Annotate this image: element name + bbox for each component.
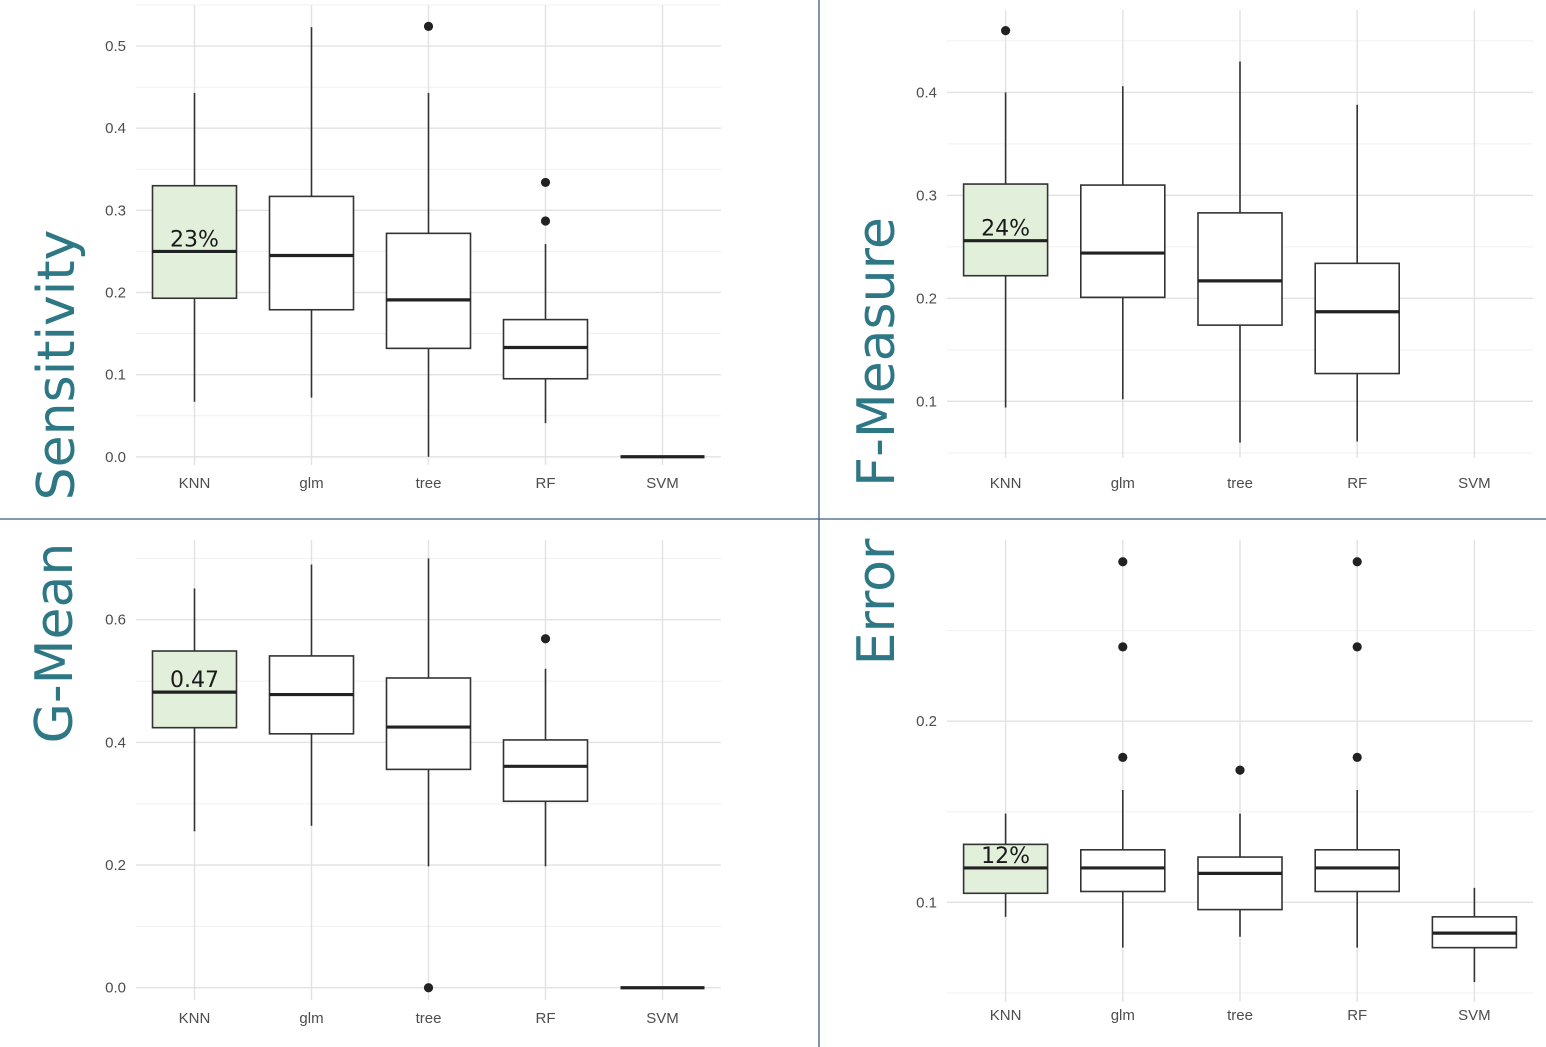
outlier-point — [1118, 752, 1128, 763]
box-rf — [502, 177, 589, 424]
y-tick-label: 0.0 — [105, 449, 126, 466]
box-knn — [151, 92, 238, 402]
x-tick-label-rf: RF — [1347, 475, 1367, 492]
outlier-point — [1352, 557, 1362, 567]
x-tick-label-glm: glm — [299, 1010, 323, 1027]
panel-ylabel-g-mean: G-Mean — [25, 543, 85, 744]
box-tree — [1197, 765, 1283, 937]
box-knn — [962, 25, 1049, 408]
interquartile-box — [151, 650, 238, 729]
interquartile-box — [502, 318, 589, 380]
y-tick-label: 0.2 — [916, 713, 937, 730]
outlier-point — [540, 216, 551, 226]
x-tick-label-svm: SVM — [646, 1010, 679, 1027]
y-tick-label: 0.1 — [916, 894, 937, 911]
x-tick-label-knn: KNN — [179, 475, 211, 492]
box-svm — [1431, 887, 1518, 983]
y-tick-label: 0.2 — [916, 290, 937, 307]
x-tick-label-tree: tree — [1227, 1007, 1253, 1024]
interquartile-box — [1197, 212, 1283, 326]
box-glm — [268, 564, 355, 826]
sensitivity-panel: 0.0 0.1 0.2 0.3 0.4 0.5 KNN glm tree RF SVM 23% — [105, 4, 721, 492]
interquartile-box — [1314, 262, 1400, 375]
panel-ylabel-error: Error — [847, 538, 907, 665]
x-tick-label-rf: RF — [536, 1010, 556, 1027]
x-tick-label-knn: KNN — [179, 1010, 211, 1027]
x-tick-label-glm: glm — [299, 475, 323, 492]
y-tick-label: 0.4 — [105, 734, 126, 751]
box-tree — [385, 21, 472, 457]
y-tick-label: 0.2 — [105, 285, 126, 302]
outlier-point — [1118, 642, 1128, 652]
outlier-point — [540, 177, 551, 188]
box-tree — [385, 558, 472, 993]
outlier-point — [423, 983, 434, 993]
outlier-point — [1235, 765, 1245, 775]
highlight-annotation: 23% — [170, 227, 219, 252]
x-tick-label-knn: KNN — [990, 475, 1022, 492]
x-tick-label-tree: tree — [416, 1010, 442, 1027]
highlight-annotation: 0.47 — [170, 668, 219, 693]
outlier-point — [540, 634, 551, 644]
outlier-point — [423, 21, 434, 31]
error-panel: 0.1 0.2 KNN glm tree RF SVM 12% — [916, 540, 1533, 1024]
g-mean-panel: 0.0 0.2 0.4 0.6 KNN glm tree RF SVM 0.47 — [105, 540, 721, 1027]
f-measure-panel: 0.1 0.2 0.3 0.4 KNN glm tree RF SVM 24% — [916, 10, 1533, 492]
x-tick-label-rf: RF — [536, 475, 556, 492]
box-glm — [1080, 557, 1166, 948]
interquartile-box — [1314, 849, 1400, 893]
y-tick-label: 0.4 — [105, 120, 126, 137]
x-tick-label-tree: tree — [1227, 475, 1253, 492]
highlight-annotation: 24% — [981, 217, 1030, 242]
interquartile-box — [1080, 849, 1166, 893]
box-rf — [502, 634, 589, 867]
interquartile-box — [268, 195, 355, 311]
y-tick-label: 0.0 — [105, 980, 126, 997]
y-tick-label: 0.4 — [916, 84, 937, 101]
x-tick-label-svm: SVM — [1458, 475, 1491, 492]
box-knn — [151, 588, 238, 832]
outlier-point — [1118, 557, 1128, 567]
outlier-point — [1352, 752, 1362, 763]
interquartile-box — [1197, 856, 1283, 911]
y-tick-label: 0.1 — [916, 393, 937, 410]
y-tick-label: 0.1 — [105, 367, 126, 384]
x-tick-label-glm: glm — [1111, 1007, 1135, 1024]
x-tick-label-rf: RF — [1347, 1007, 1367, 1024]
interquartile-box — [385, 232, 472, 350]
panel-ylabel-f-measure: F-Measure — [847, 217, 907, 487]
box-glm — [268, 27, 355, 398]
x-tick-label-tree: tree — [416, 475, 442, 492]
box-tree — [1197, 61, 1283, 443]
highlight-annotation: 12% — [981, 844, 1030, 869]
outlier-point — [1001, 25, 1011, 36]
box-knn — [962, 813, 1049, 917]
interquartile-box — [385, 677, 472, 771]
interquartile-box — [962, 183, 1049, 277]
y-tick-label: 0.3 — [916, 187, 937, 204]
box-glm — [1080, 86, 1166, 400]
y-tick-label: 0.5 — [105, 38, 126, 55]
x-tick-label-glm: glm — [1111, 475, 1135, 492]
y-tick-label: 0.6 — [105, 612, 126, 629]
outlier-point — [1352, 642, 1362, 652]
interquartile-box — [151, 184, 238, 300]
y-tick-label: 0.2 — [105, 857, 126, 874]
x-tick-label-svm: SVM — [1458, 1007, 1491, 1024]
x-tick-label-knn: KNN — [990, 1007, 1022, 1024]
panel-ylabel-sensitivity: Sensitivity — [27, 230, 87, 501]
interquartile-box — [502, 739, 589, 803]
interquartile-box — [1080, 184, 1166, 299]
box-rf — [1314, 557, 1400, 948]
y-tick-label: 0.3 — [105, 202, 126, 219]
box-rf — [1314, 104, 1400, 442]
x-tick-label-svm: SVM — [646, 475, 679, 492]
